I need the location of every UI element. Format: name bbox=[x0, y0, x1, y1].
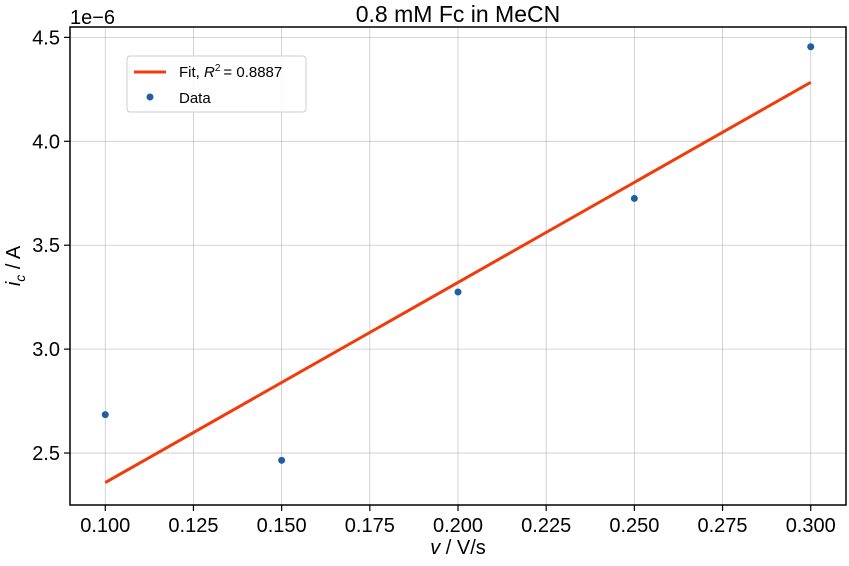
fit-line bbox=[104, 80, 812, 484]
data-point bbox=[278, 456, 286, 464]
legend-box bbox=[126, 55, 307, 113]
x-tick-label: 0.300 bbox=[786, 515, 836, 537]
legend-data-label: Data bbox=[179, 90, 211, 107]
x-tick-label: 0.100 bbox=[80, 515, 130, 537]
x-axis-label: v / V/s bbox=[430, 537, 486, 559]
x-tick-label: 0.200 bbox=[433, 515, 483, 537]
x-tick-label: 0.150 bbox=[257, 515, 307, 537]
legend-data-marker bbox=[146, 93, 154, 101]
x-tick-label: 0.225 bbox=[521, 515, 571, 537]
y-tick-label: 4.0 bbox=[32, 131, 60, 153]
legend-fit-label: Fit, R2 = 0.8887 bbox=[179, 63, 282, 81]
y-tick-label: 4.5 bbox=[32, 27, 60, 49]
y-offset-text: 1e−6 bbox=[70, 7, 115, 29]
data-series bbox=[101, 43, 815, 464]
y-tick-label: 2.5 bbox=[32, 443, 60, 465]
chart-title: 0.8 mM Fc in MeCN bbox=[356, 1, 560, 27]
grid bbox=[70, 27, 846, 505]
y-tick-label: 3.0 bbox=[32, 339, 60, 361]
fit-series bbox=[104, 80, 812, 484]
data-point bbox=[807, 43, 815, 51]
x-tick-label: 0.125 bbox=[168, 515, 218, 537]
x-tick-label: 0.250 bbox=[609, 515, 659, 537]
x-tick-label: 0.275 bbox=[698, 515, 748, 537]
x-tick-label: 0.175 bbox=[345, 515, 395, 537]
data-point bbox=[630, 194, 638, 202]
y-axis: 2.5 3.0 3.5 4.0 4.5 bbox=[32, 27, 70, 465]
legend: Fit, R2 = 0.8887 Data bbox=[126, 55, 307, 113]
y-tick-label: 3.5 bbox=[32, 235, 60, 257]
x-axis: 0.100 0.125 0.150 0.175 0.200 0.225 0.250 0.275… bbox=[80, 505, 836, 537]
data-point bbox=[101, 411, 109, 419]
data-point bbox=[454, 288, 462, 296]
y-axis-label: ic / A bbox=[3, 245, 28, 286]
